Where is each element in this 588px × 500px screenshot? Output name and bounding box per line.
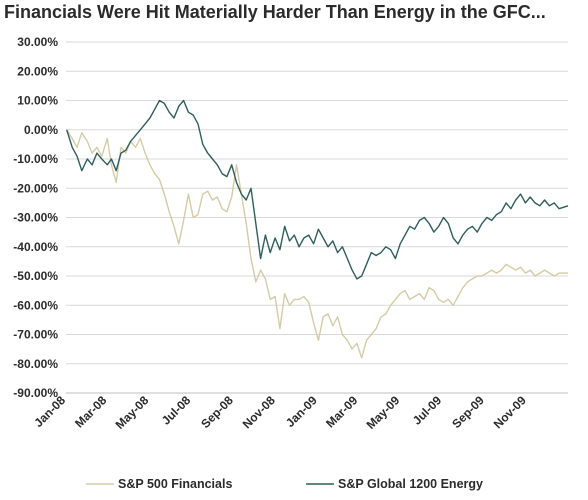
x-tick-label: May-09: [364, 393, 403, 432]
x-tick-label: Jul-08: [159, 393, 194, 428]
x-tick-label: Mar-09: [323, 393, 360, 430]
y-tick-label: 20.00%: [17, 64, 58, 78]
y-tick-label: -90.00%: [13, 386, 58, 400]
y-tick-label: 10.00%: [17, 94, 58, 108]
y-tick-label: -10.00%: [13, 152, 58, 166]
x-tick-label: Sep-09: [449, 393, 487, 431]
y-tick-label: -20.00%: [13, 181, 58, 195]
x-tick-label: Nov-08: [240, 393, 278, 431]
x-tick-label: May-08: [113, 393, 152, 432]
chart-title: Financials Were Hit Materially Harder Th…: [4, 2, 546, 22]
y-tick-label: 30.00%: [17, 35, 58, 49]
y-tick-label: -60.00%: [13, 298, 58, 312]
y-tick-label: 0.00%: [24, 123, 58, 137]
series-line-0: [66, 129, 568, 359]
legend-label: S&P Global 1200 Energy: [338, 477, 483, 491]
y-tick-label: -80.00%: [13, 357, 58, 371]
x-tick-label: Mar-08: [72, 393, 109, 430]
series-line-1: [66, 99, 569, 280]
y-tick-label: -40.00%: [13, 240, 58, 254]
y-tick-label: -30.00%: [13, 211, 58, 225]
y-tick-label: -50.00%: [13, 269, 58, 283]
x-tick-label: Jan-09: [283, 393, 320, 430]
y-tick-label: -70.00%: [13, 328, 58, 342]
x-tick-label: Nov-09: [491, 393, 529, 431]
legend-label: S&P 500 Financials: [118, 477, 232, 491]
x-tick-label: Sep-08: [198, 393, 236, 431]
x-tick-label: Jul-09: [410, 393, 445, 428]
